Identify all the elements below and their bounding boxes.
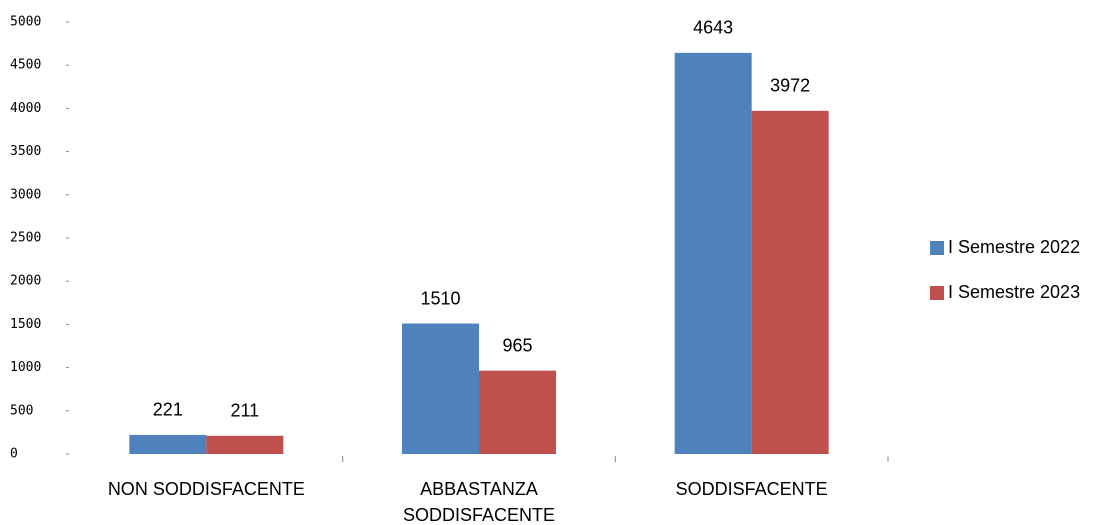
y-tick-label: 0 — [10, 447, 18, 462]
bar — [402, 323, 479, 454]
value-label: 221 — [153, 400, 183, 420]
bar — [129, 434, 207, 454]
y-tick-label: 5000 — [10, 15, 41, 30]
value-label: 1510 — [420, 288, 460, 308]
bar — [479, 370, 556, 454]
y-tick-label: 4500 — [10, 58, 41, 73]
value-label: 3972 — [770, 76, 810, 96]
x-tick-label: NON SODDISFACENTE — [107, 479, 305, 499]
value-label: 211 — [230, 401, 259, 421]
y-tick-label: 1500 — [10, 317, 41, 332]
value-label: 965 — [502, 335, 532, 355]
x-tick-label: SODDISFACENTE — [675, 479, 828, 499]
bar — [751, 110, 829, 454]
bar — [674, 52, 752, 455]
y-tick-label: 2500 — [10, 231, 41, 246]
legend-swatch — [930, 286, 944, 300]
y-tick-label: 3500 — [10, 144, 41, 159]
legend-label: I Semestre 2023 — [948, 282, 1080, 302]
legend-swatch — [930, 241, 944, 255]
y-tick-label: 500 — [10, 403, 33, 418]
y-tick-label: 1000 — [10, 360, 41, 375]
y-tick-label: 4000 — [10, 101, 41, 116]
value-label: 4643 — [693, 18, 733, 38]
bar — [206, 435, 284, 454]
y-tick-label: 2000 — [10, 274, 41, 289]
y-tick-label: 3000 — [10, 187, 41, 202]
x-tick-label: ABBASTANZA SODDISFACENTE — [402, 479, 556, 525]
legend-label: I Semestre 2022 — [948, 237, 1080, 257]
